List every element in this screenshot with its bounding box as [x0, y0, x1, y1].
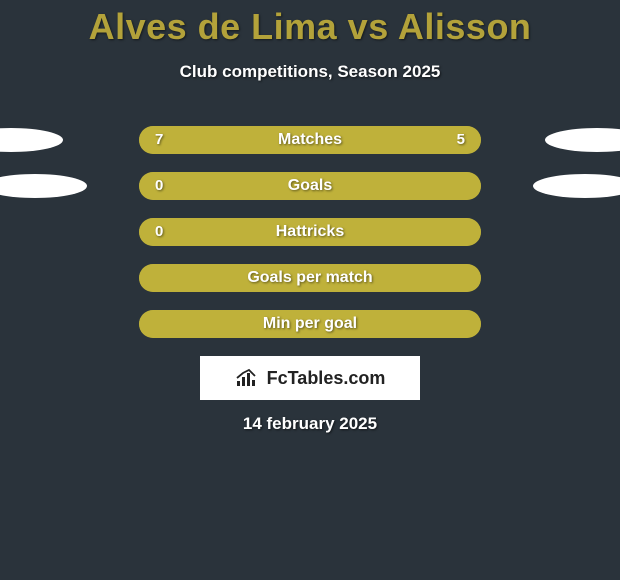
player-right-ellipse: [545, 128, 620, 152]
comparison-infographic: Alves de Lima vs Alisson Club competitio…: [0, 0, 620, 580]
subtitle: Club competitions, Season 2025: [0, 62, 620, 82]
chart-icon: [235, 368, 261, 388]
stat-label: Min per goal: [139, 310, 481, 338]
stat-value-left: 7: [155, 126, 163, 154]
stat-row: Min per goal: [19, 310, 601, 338]
date-text: 14 february 2025: [0, 414, 620, 434]
player-left-ellipse: [0, 128, 63, 152]
logo-text: FcTables.com: [267, 368, 386, 389]
stat-value-left: 0: [155, 218, 163, 246]
stat-label: Hattricks: [139, 218, 481, 246]
logo: FcTables.com: [200, 356, 420, 400]
stat-label: Goals per match: [139, 264, 481, 292]
stat-row: Matches7 5: [19, 126, 601, 154]
stat-label: Matches: [139, 126, 481, 154]
stat-row: Goals0: [19, 172, 601, 200]
stat-row: Goals per match: [19, 264, 601, 292]
stat-value-left: 0: [155, 172, 163, 200]
stat-label: Goals: [139, 172, 481, 200]
player-left-ellipse: [0, 174, 87, 198]
stat-value-right: 5: [457, 126, 465, 154]
player-right-ellipse: [533, 174, 620, 198]
page-title: Alves de Lima vs Alisson: [0, 0, 620, 48]
stat-rows: Matches75Goals0Hattricks0Goals per match…: [19, 126, 601, 338]
stat-row: Hattricks0: [19, 218, 601, 246]
